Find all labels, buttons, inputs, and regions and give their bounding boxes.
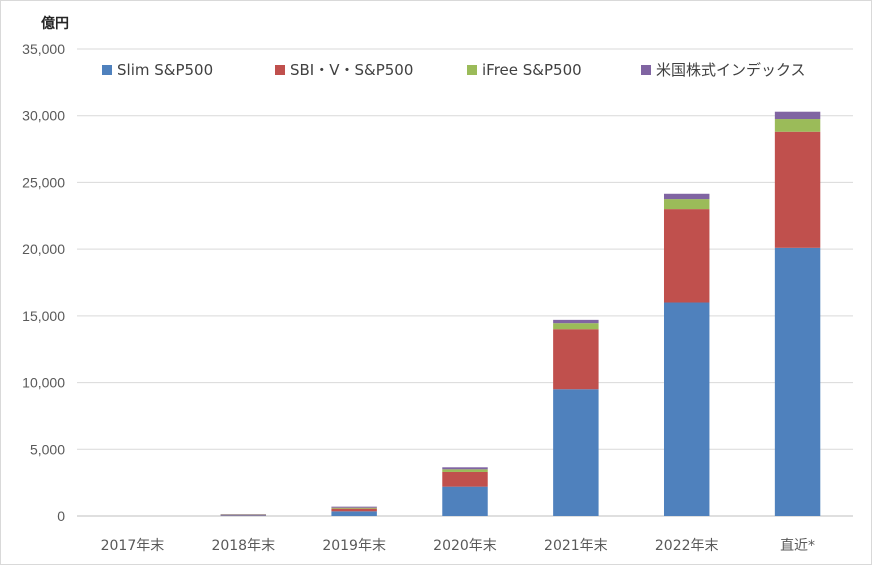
x-category-label: 2019年末 — [322, 538, 386, 554]
x-category-label: 2022年末 — [655, 538, 719, 554]
y-tick-label: 10,000 — [22, 375, 65, 391]
legend-swatch — [275, 65, 285, 75]
bar-segment — [442, 469, 488, 472]
y-axis-unit-label: 億円 — [41, 15, 69, 32]
legend-label: SBI・V・S&P500 — [290, 61, 413, 79]
bar-segment — [331, 507, 377, 509]
legend-swatch — [467, 65, 477, 75]
y-tick-label: 5,000 — [30, 441, 65, 457]
bar-segment — [331, 506, 377, 508]
y-tick-label: 25,000 — [22, 174, 65, 190]
bar-segment — [220, 514, 267, 516]
legend-label: Slim S&P500 — [117, 61, 213, 79]
y-tick-label: 15,000 — [22, 308, 65, 324]
bar-segment — [442, 471, 488, 487]
bar-segment — [553, 329, 599, 390]
bar-segment — [663, 302, 710, 516]
bar-segment — [442, 467, 488, 470]
bar-segment — [553, 319, 599, 324]
y-tick-label: 20,000 — [22, 241, 65, 257]
bars — [220, 111, 821, 516]
legend-label: iFree S&P500 — [482, 61, 582, 79]
gridlines — [77, 48, 853, 517]
y-tick-label: 35,000 — [22, 41, 65, 57]
x-category-label: 2018年末 — [211, 538, 275, 554]
bar-segment — [220, 515, 267, 516]
bar-segment — [774, 131, 821, 248]
legend-swatch — [641, 65, 651, 75]
bar-segment — [663, 209, 710, 303]
bar-segment — [442, 486, 488, 516]
bar-segment — [663, 199, 710, 210]
y-tick-label: 30,000 — [22, 108, 65, 124]
bar-segment — [774, 247, 821, 516]
x-axis-category-labels: 2017年末 2018年末 2019年末 2020年末 2021年末 2022年末 直近* — [101, 537, 815, 554]
bar-segment — [774, 111, 821, 120]
bar-segment — [553, 323, 599, 330]
bar-segment — [553, 389, 599, 516]
bar-segment — [774, 119, 821, 132]
bar-segment — [331, 511, 377, 516]
x-category-label: 2017年末 — [101, 538, 165, 554]
legend: Slim S&P500 SBI・V・S&P500 iFree S&P500 米国株式イ… — [102, 61, 806, 79]
legend-label: 米国株式インデックス — [656, 61, 806, 79]
x-category-label: 2020年末 — [433, 538, 497, 554]
y-tick-label: 0 — [57, 508, 65, 524]
legend-swatch — [102, 65, 112, 75]
x-category-label: 2021年末 — [544, 538, 608, 554]
bar-segment — [331, 508, 377, 512]
y-axis-tick-labels: 0 5,000 10,000 15,000 20,000 25,000 30,000 35,0… — [22, 41, 65, 524]
x-category-label: 直近* — [780, 537, 815, 554]
bar-segment — [663, 193, 710, 200]
